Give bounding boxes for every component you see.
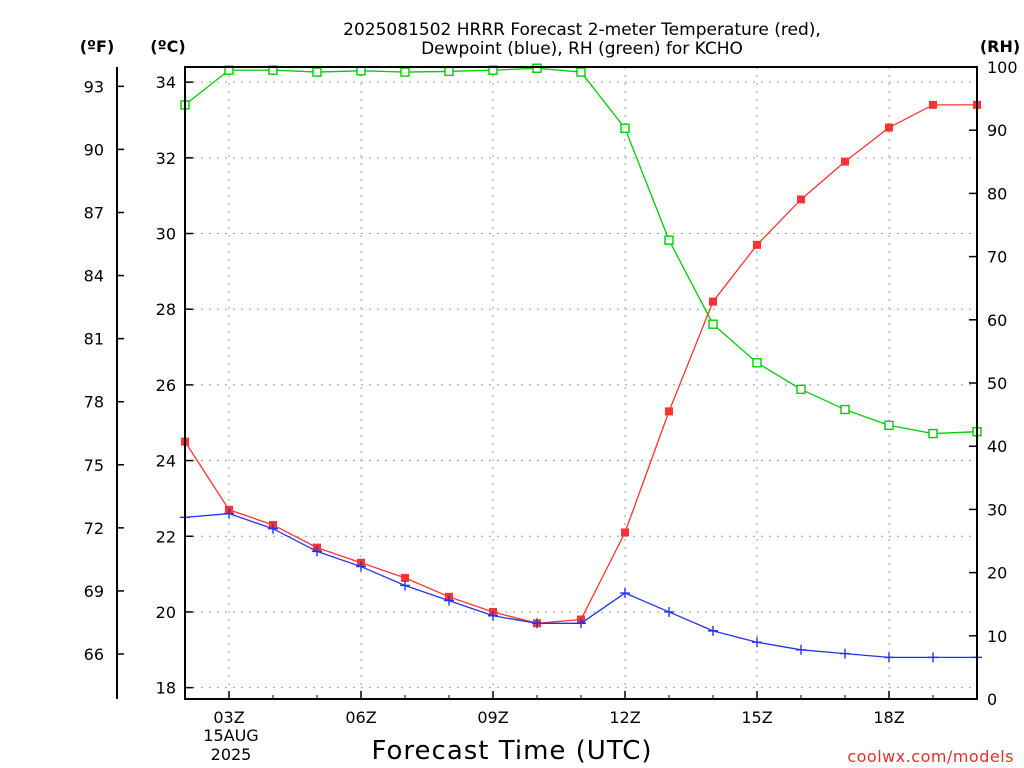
axes-layer: 18 20 22 24 26 28 30 32 34 66 69 72 75 78 81 84 87 90 93 0 1… bbox=[84, 58, 1018, 727]
rh-marker bbox=[400, 67, 410, 77]
dewpoint-marker bbox=[400, 580, 410, 591]
plot-frame bbox=[184, 66, 978, 700]
series-line-temperature bbox=[184, 104, 977, 624]
dewpoint-marker bbox=[444, 595, 454, 606]
chart-subtitle: Dewpoint (blue), RH (green) for KCHO bbox=[421, 39, 743, 59]
tick-label-c: 22 bbox=[156, 527, 176, 546]
x-axis-title: Forecast Time (UTC) bbox=[371, 736, 652, 766]
dewpoint-marker bbox=[620, 588, 630, 599]
tick-label-rh: 40 bbox=[987, 437, 1007, 456]
tick-label-rh: 0 bbox=[987, 690, 997, 709]
tick-label-f: 75 bbox=[84, 456, 104, 475]
dewpoint-marker bbox=[884, 652, 894, 663]
tick-label-rh: 90 bbox=[987, 121, 1007, 140]
tick-label-rh: 70 bbox=[987, 248, 1007, 267]
tick-label-x: 18Z bbox=[873, 708, 904, 727]
dewpoint-marker bbox=[840, 648, 850, 659]
rh-marker bbox=[928, 428, 938, 439]
tick-label-c: 28 bbox=[156, 300, 176, 319]
dewpoint-marker bbox=[796, 644, 806, 655]
dewpoint-marker bbox=[928, 652, 938, 663]
rh-marker bbox=[312, 67, 322, 77]
date-label-day: 15AUG bbox=[203, 726, 258, 745]
tick-label-f: 72 bbox=[84, 519, 104, 538]
date-label-year: 2025 bbox=[211, 745, 252, 764]
series-line-rh bbox=[184, 67, 978, 435]
dewpoint-marker bbox=[312, 546, 322, 557]
series-line-dewpoint bbox=[184, 512, 977, 659]
unit-rh-label: (RH) bbox=[980, 37, 1020, 56]
rh-marker bbox=[708, 319, 718, 329]
tick-label-rh: 20 bbox=[987, 564, 1007, 583]
rh-marker bbox=[576, 67, 586, 77]
tick-label-f: 84 bbox=[84, 267, 104, 286]
tick-label-f: 93 bbox=[84, 77, 104, 96]
tick-label-c: 26 bbox=[156, 376, 176, 395]
tick-label-rh: 10 bbox=[987, 627, 1007, 646]
temperature-marker bbox=[621, 528, 629, 537]
tick-label-x: 03Z bbox=[213, 708, 244, 727]
tick-label-c: 34 bbox=[156, 73, 176, 92]
temperature-marker bbox=[401, 573, 409, 582]
credit-text: coolwx.com/models bbox=[847, 747, 1014, 766]
rh-marker bbox=[884, 420, 894, 431]
rh-marker bbox=[532, 63, 542, 73]
tick-label-x: 09Z bbox=[477, 708, 508, 727]
rh-marker bbox=[444, 66, 454, 77]
tick-label-rh: 60 bbox=[987, 311, 1007, 330]
tick-label-f: 81 bbox=[84, 330, 104, 349]
tick-label-c: 24 bbox=[156, 452, 176, 471]
temperature-marker bbox=[929, 100, 937, 109]
tick-label-c: 18 bbox=[156, 679, 176, 698]
temperature-marker bbox=[841, 157, 849, 166]
tick-label-rh: 100 bbox=[987, 58, 1018, 77]
dewpoint-marker bbox=[224, 508, 234, 519]
tick-label-f: 69 bbox=[84, 582, 104, 601]
tick-label-c: 20 bbox=[156, 603, 176, 622]
tick-label-f: 87 bbox=[84, 203, 104, 222]
tick-label-f: 66 bbox=[84, 645, 104, 664]
rh-marker bbox=[796, 384, 806, 395]
tick-label-c: 30 bbox=[156, 225, 176, 244]
tick-label-x: 15Z bbox=[741, 708, 772, 727]
tick-label-f: 78 bbox=[84, 393, 104, 412]
tick-label-rh: 30 bbox=[987, 500, 1007, 519]
temperature-marker bbox=[797, 195, 805, 204]
rh-marker bbox=[752, 358, 762, 368]
tick-label-x: 06Z bbox=[345, 708, 376, 727]
dewpoint-marker bbox=[708, 625, 718, 636]
rh-marker bbox=[664, 235, 674, 245]
temperature-marker bbox=[709, 297, 717, 306]
dewpoint-marker bbox=[268, 523, 278, 534]
rh-marker bbox=[840, 404, 850, 415]
dewpoint-marker bbox=[576, 618, 586, 629]
dewpoint-marker bbox=[356, 561, 366, 572]
tick-label-x: 12Z bbox=[609, 708, 640, 727]
dewpoint-marker bbox=[488, 610, 498, 621]
temperature-marker bbox=[753, 240, 761, 249]
tick-label-c: 32 bbox=[156, 149, 176, 168]
unit-fahrenheit-label: (ºF) bbox=[80, 37, 115, 56]
chart-title: 2025081502 HRRR Forecast 2-meter Tempera… bbox=[343, 20, 821, 40]
series-layer bbox=[180, 63, 982, 663]
tick-label-rh: 80 bbox=[987, 184, 1007, 203]
temperature-marker bbox=[665, 407, 673, 416]
tick-label-rh: 50 bbox=[987, 374, 1007, 393]
dewpoint-marker bbox=[752, 637, 762, 648]
grid-lines bbox=[185, 67, 977, 699]
rh-marker bbox=[620, 123, 630, 134]
unit-celsius-label: (ºC) bbox=[150, 37, 185, 56]
dewpoint-marker bbox=[664, 606, 674, 617]
dewpoint-marker bbox=[532, 618, 542, 629]
tick-label-f: 90 bbox=[84, 140, 104, 159]
temperature-marker bbox=[885, 123, 893, 132]
